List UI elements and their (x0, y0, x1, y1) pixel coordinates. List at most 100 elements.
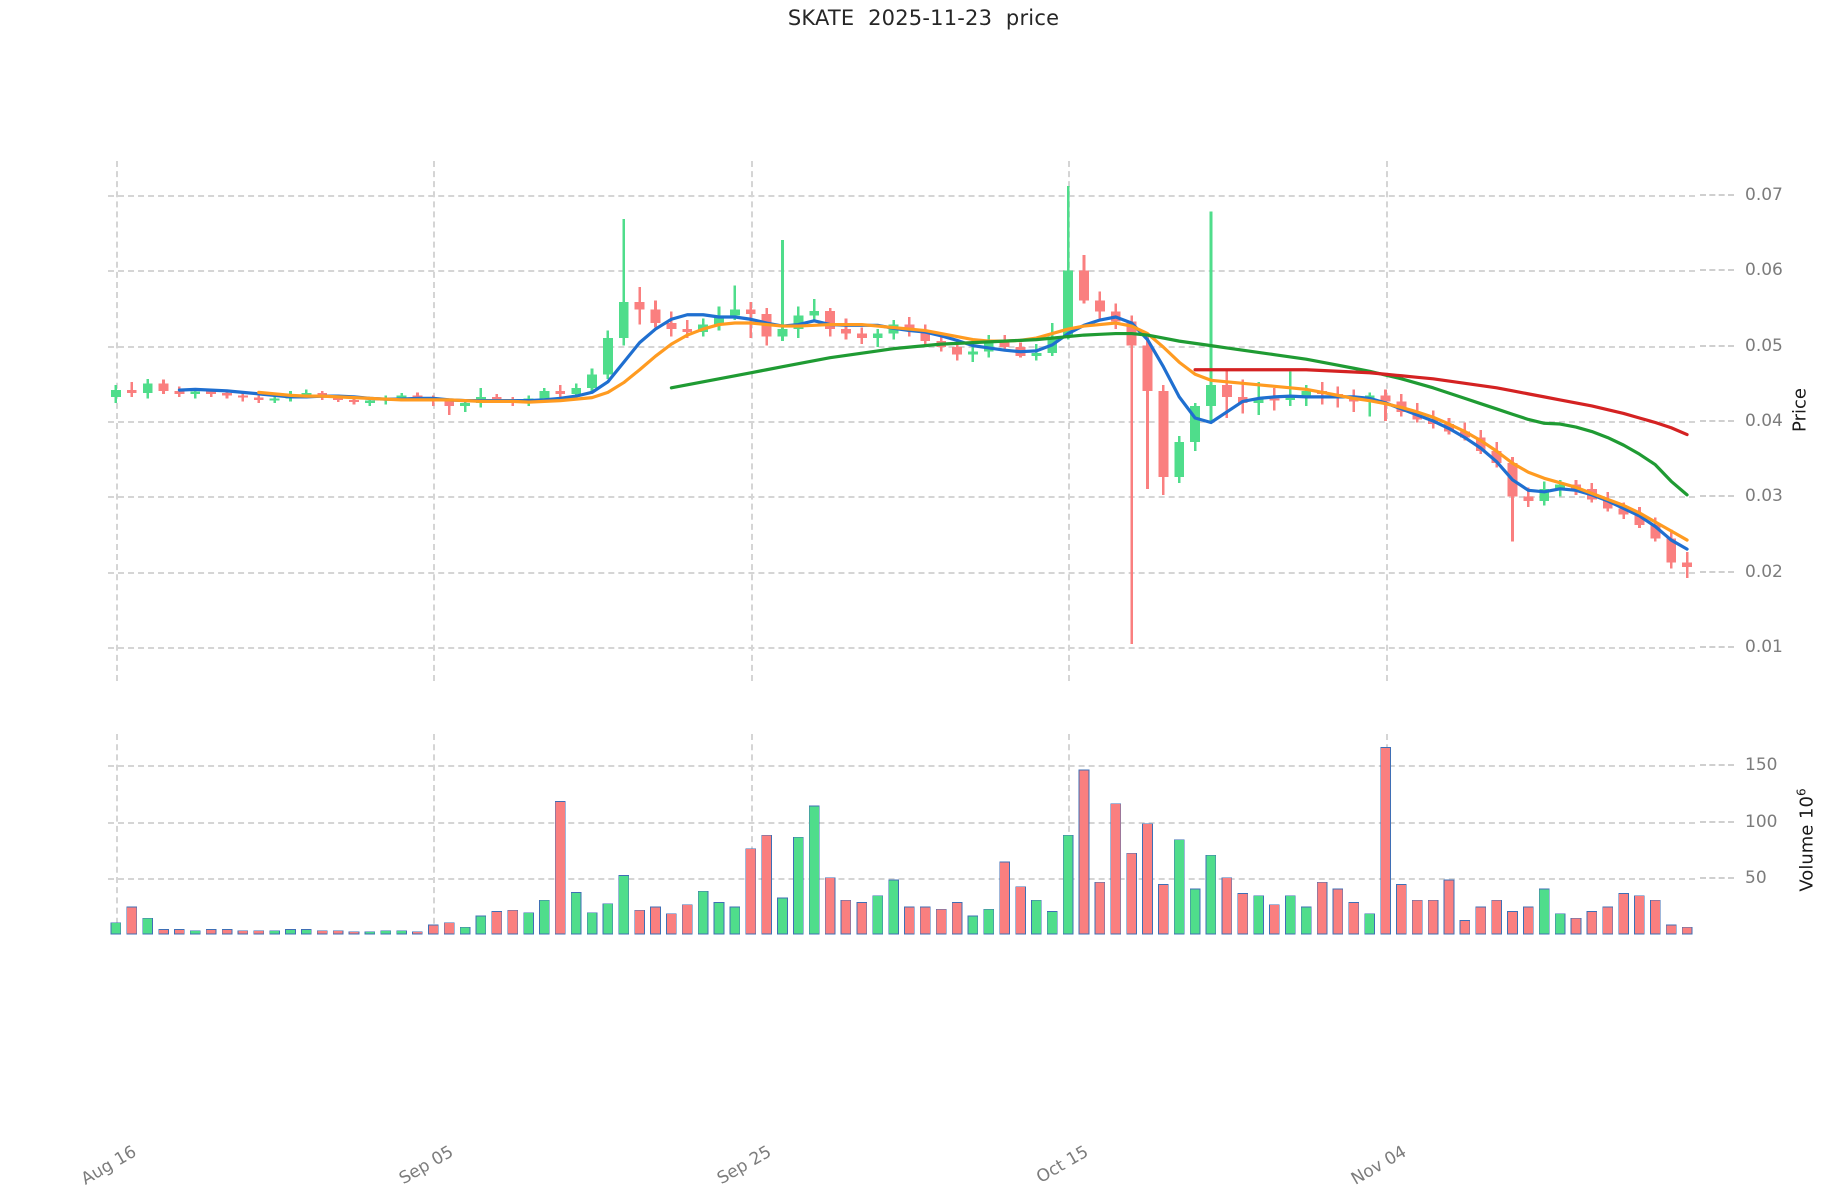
volume-bar (570, 892, 582, 935)
volume-bar (824, 877, 836, 935)
candlestick (650, 300, 661, 328)
candlestick (777, 240, 788, 342)
price-tick-label-dash (1700, 193, 1734, 196)
volume-gridline (108, 821, 1695, 824)
volume-bar (935, 908, 947, 935)
volume-bar (761, 834, 772, 935)
price-tick-label: 0.04 (1745, 411, 1783, 431)
volume-bar (967, 915, 979, 935)
volume-bar (777, 897, 788, 935)
candlestick (825, 307, 836, 337)
price-tick-label-dash (1700, 646, 1734, 649)
candlestick (1523, 487, 1534, 507)
volume-bar (872, 895, 883, 935)
volume-bar (1396, 884, 1407, 935)
candlestick (396, 393, 407, 402)
volume-bar (904, 906, 915, 935)
candlestick (1206, 211, 1216, 421)
candlestick (968, 341, 978, 363)
volume-bar (1507, 911, 1518, 935)
volume-tick-label: 150 (1745, 755, 1778, 776)
price-axis-title: Price (1789, 388, 1811, 432)
candlestick (237, 392, 248, 402)
volume-tick-label-dash (1700, 764, 1734, 767)
price-tick-label: 0.03 (1745, 486, 1783, 507)
volume-bar (681, 904, 693, 935)
volume-bar (1459, 920, 1471, 935)
candlestick (1618, 502, 1629, 519)
candlestick (1650, 517, 1661, 542)
volume-vertical-gridline (433, 734, 436, 934)
volume-bar (586, 912, 598, 935)
volume-bar (602, 903, 614, 935)
volume-bar (951, 902, 963, 935)
volume-bar (1554, 913, 1566, 935)
candlestick (460, 399, 470, 412)
volume-bar (110, 922, 122, 935)
candlestick (539, 387, 550, 402)
price-tick-label-dash (1700, 344, 1734, 347)
candlestick (1221, 368, 1232, 418)
candlestick (253, 395, 264, 403)
volume-vertical-gridline (115, 734, 118, 934)
candlestick (1142, 336, 1153, 489)
price-vertical-gridline (433, 161, 436, 681)
candlestick (666, 311, 677, 337)
volume-tick-label-dash (1700, 876, 1734, 879)
volume-tick-label: 100 (1745, 811, 1778, 832)
volume-bar (221, 929, 233, 935)
volume-bar (158, 929, 169, 935)
volume-bar (316, 930, 328, 935)
volume-bar (205, 929, 217, 935)
volume-vertical-gridline (1068, 734, 1071, 934)
candlestick (920, 324, 931, 346)
volume-bar (507, 910, 518, 935)
volume-bar (1062, 834, 1074, 935)
candlestick (952, 341, 962, 361)
candlestick (571, 383, 582, 399)
volume-bar (729, 906, 741, 935)
volume-bar (1110, 803, 1122, 935)
volume-tick-label: 50 (1745, 867, 1767, 888)
volume-bar (745, 848, 757, 935)
volume-panel (108, 734, 1695, 935)
candlestick (999, 335, 1010, 352)
moving-average-line (257, 321, 1689, 542)
volume-axis-title: Volume 106 (1795, 788, 1818, 891)
candlestick (841, 318, 851, 340)
volume-bar (1205, 854, 1217, 935)
price-tick-label: 0.01 (1745, 637, 1783, 658)
volume-bar (253, 930, 265, 935)
volume-bar (1634, 895, 1645, 935)
volume-bar (1412, 899, 1423, 935)
volume-bar (1253, 895, 1264, 935)
volume-bar (190, 930, 201, 935)
price-tick-label-dash (1700, 570, 1734, 573)
candlestick (793, 306, 804, 339)
volume-bar (1094, 881, 1106, 935)
price-vertical-gridline (1068, 161, 1071, 681)
volume-bar (142, 917, 153, 935)
volume-bar (1078, 769, 1090, 935)
candlestick (587, 368, 597, 393)
volume-bar (1348, 902, 1360, 935)
price-vertical-gridline (750, 161, 753, 681)
volume-bar (1602, 906, 1613, 935)
candlestick (1126, 315, 1137, 645)
candlestick (1094, 291, 1105, 319)
volume-bar (1332, 888, 1344, 935)
candlestick (856, 327, 867, 345)
volume-bar (1126, 852, 1137, 935)
volume-bar (1523, 906, 1534, 935)
price-tick-label-dash (1700, 495, 1734, 498)
candlestick (476, 387, 486, 408)
candlestick (904, 317, 915, 337)
volume-bar (1142, 823, 1153, 935)
volume-bar (1570, 917, 1582, 935)
volume-bar (1586, 911, 1598, 935)
price-gridline (108, 496, 1695, 499)
price-tick-label: 0.06 (1745, 260, 1783, 281)
volume-bar (1650, 899, 1661, 935)
volume-bar (443, 922, 455, 935)
